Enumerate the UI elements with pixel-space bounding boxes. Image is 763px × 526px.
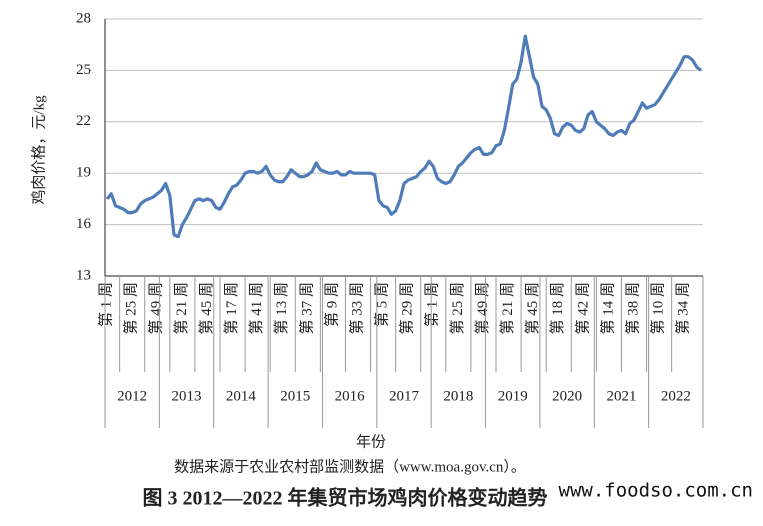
y-tick-label: 22 <box>76 113 91 129</box>
x-tick-label: 第 18 周 <box>548 282 566 335</box>
year-label: 2019 <box>498 388 528 404</box>
year-label: 2017 <box>389 388 420 404</box>
source-note: 数据来源于农业农村部监测数据（www.moa.gov.cn）。 <box>174 458 526 475</box>
figure-caption: 图 3 2012—2022 年集贸市场鸡肉价格变动趋势 <box>143 486 548 510</box>
x-tick-label: 第 42 周 <box>573 282 591 335</box>
x-tick-label: 第 13 周 <box>272 282 290 335</box>
x-tick-label: 第 33 周 <box>347 282 365 335</box>
year-label: 2020 <box>552 388 582 404</box>
x-tick-label: 第 5 周 <box>373 282 391 327</box>
y-tick-label: 25 <box>76 62 91 78</box>
x-tick-label: 第 14 周 <box>598 282 616 335</box>
x-tick-label: 第 49 周 <box>147 282 165 335</box>
y-tick-label: 19 <box>76 165 91 181</box>
price-line <box>105 34 702 239</box>
year-label: 2022 <box>661 388 691 404</box>
x-tick-label: 第 9 周 <box>322 282 340 327</box>
year-label: 2012 <box>117 388 147 404</box>
x-tick-label: 第 1 周 <box>97 282 115 327</box>
x-tick-label: 第 17 周 <box>222 282 240 335</box>
x-tick-label: 第 49 周 <box>473 282 491 335</box>
x-tick-label: 第 45 周 <box>197 282 215 335</box>
x-tick-label: 第 45 周 <box>523 282 541 335</box>
y-axis-label: 鸡肉价格，元/kg <box>30 95 47 205</box>
x-tick-label: 第 1 周 <box>423 282 441 327</box>
year-label: 2014 <box>226 388 257 404</box>
x-tick-label: 第 25 周 <box>122 282 140 335</box>
year-label: 2018 <box>443 388 473 404</box>
year-label: 2016 <box>335 388 366 404</box>
y-tick-label: 13 <box>76 267 91 283</box>
year-label: 2021 <box>606 388 636 404</box>
x-tick-label: 第 37 周 <box>297 282 315 335</box>
year-label: 2015 <box>280 388 310 404</box>
x-tick-label: 第 10 周 <box>649 282 667 335</box>
x-tick-label: 第 21 周 <box>498 282 516 335</box>
watermark: www.foodso.com.cn <box>559 480 753 502</box>
x-axis-label: 年份 <box>356 433 386 450</box>
x-tick-label: 第 21 周 <box>172 282 190 335</box>
x-tick-label: 第 34 周 <box>674 282 692 335</box>
year-label: 2013 <box>172 388 202 404</box>
x-tick-label: 第 38 周 <box>623 282 641 335</box>
x-tick-label: 第 29 周 <box>398 282 416 335</box>
y-tick-label: 28 <box>76 10 91 26</box>
x-tick-label: 第 25 周 <box>448 282 466 335</box>
y-tick-label: 16 <box>76 216 92 232</box>
x-tick-label: 第 41 周 <box>247 282 265 335</box>
